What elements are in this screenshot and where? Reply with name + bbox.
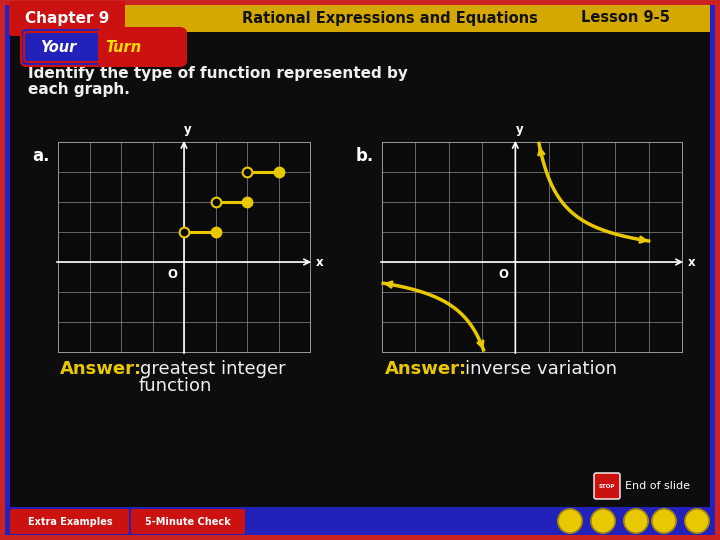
FancyBboxPatch shape <box>21 28 185 66</box>
Text: inverse variation: inverse variation <box>465 360 617 378</box>
Text: Rational Expressions and Equations: Rational Expressions and Equations <box>242 10 538 25</box>
Text: a.: a. <box>32 147 50 165</box>
Circle shape <box>558 509 582 533</box>
FancyBboxPatch shape <box>98 28 187 66</box>
Circle shape <box>591 509 615 533</box>
Bar <box>58 142 310 352</box>
Text: Your: Your <box>40 39 76 55</box>
Text: Chapter 9: Chapter 9 <box>24 10 109 25</box>
FancyBboxPatch shape <box>10 509 129 534</box>
Text: O: O <box>498 268 508 281</box>
Text: Turn: Turn <box>105 39 141 55</box>
Text: Identify the type of function represented by: Identify the type of function represente… <box>28 66 408 81</box>
Text: b.: b. <box>356 147 374 165</box>
Bar <box>382 142 682 352</box>
Text: each graph.: each graph. <box>28 82 130 97</box>
Text: x: x <box>688 255 696 268</box>
Circle shape <box>624 509 648 533</box>
FancyBboxPatch shape <box>594 473 620 499</box>
Circle shape <box>652 509 676 533</box>
Text: Lesson 9-5: Lesson 9-5 <box>581 10 670 25</box>
Text: Answer:: Answer: <box>60 360 142 378</box>
Bar <box>10 5 710 32</box>
Bar <box>5 507 715 535</box>
FancyBboxPatch shape <box>131 509 245 534</box>
Text: greatest integer: greatest integer <box>140 360 286 378</box>
Text: function: function <box>138 377 212 395</box>
FancyBboxPatch shape <box>24 32 182 62</box>
Text: 5-Minute Check: 5-Minute Check <box>145 517 231 527</box>
Text: Answer:: Answer: <box>385 360 467 378</box>
Text: End of slide: End of slide <box>625 481 690 491</box>
Text: y: y <box>516 123 523 136</box>
Text: Extra Examples: Extra Examples <box>27 517 112 527</box>
FancyBboxPatch shape <box>9 1 125 36</box>
Text: STOP: STOP <box>599 483 615 489</box>
Circle shape <box>685 509 709 533</box>
Bar <box>103 32 186 60</box>
Text: x: x <box>316 255 323 268</box>
Text: O: O <box>167 268 177 281</box>
Text: y: y <box>184 123 192 136</box>
